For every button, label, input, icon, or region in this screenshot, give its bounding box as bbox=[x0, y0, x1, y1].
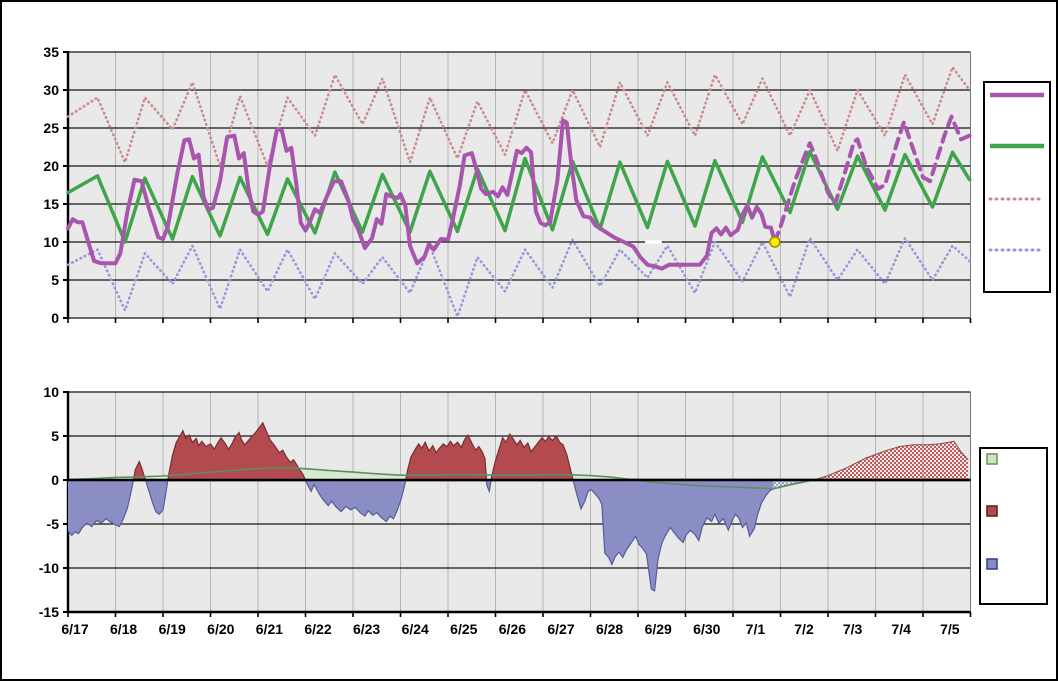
x-axis-label: 6/29 bbox=[645, 621, 672, 637]
x-axis-label: 7/4 bbox=[891, 621, 911, 637]
y-axis-label: 10 bbox=[43, 234, 59, 250]
y-axis-label: 10 bbox=[43, 384, 59, 400]
record-low-temperature-line bbox=[66, 236, 971, 318]
y-axis-label: -5 bbox=[47, 516, 60, 532]
y-axis-label: 15 bbox=[43, 196, 59, 212]
x-axis-label: 7/5 bbox=[940, 621, 960, 637]
y-axis-label: 5 bbox=[51, 428, 59, 444]
departure-legend bbox=[979, 447, 1048, 605]
x-axis-labels: 6/17 6/18 6/19 6/20 6/21 6/22 6/23 6/24 6/25 6/26… bbox=[61, 621, 959, 637]
plot-area bbox=[68, 392, 971, 612]
x-axis-label: 6/27 bbox=[547, 621, 574, 637]
departure-chart: -15 -10 -5 0 5 10 bbox=[39, 384, 972, 620]
x-axis-label: 6/23 bbox=[353, 621, 380, 637]
observed-departure-outline-below bbox=[68, 480, 774, 592]
y-axis-label: -10 bbox=[39, 560, 59, 576]
observed-departure-below-fill bbox=[68, 480, 774, 591]
y-axis-label: 25 bbox=[43, 120, 59, 136]
legend-mean-departure bbox=[986, 453, 998, 465]
x-axis-label: 6/18 bbox=[110, 621, 137, 637]
x-axis-label: 6/28 bbox=[596, 621, 623, 637]
x-axis-label: 6/17 bbox=[61, 621, 88, 637]
y-axis-label: 30 bbox=[43, 82, 59, 98]
x-axis-label: 6/21 bbox=[256, 621, 283, 637]
x-axis-label: 6/24 bbox=[402, 621, 429, 637]
y-axis-label: -15 bbox=[39, 604, 59, 620]
x-axis-label: 6/22 bbox=[304, 621, 331, 637]
y-axis-label: 35 bbox=[43, 44, 59, 60]
y-axis-label: 5 bbox=[51, 272, 59, 288]
x-axis-label: 6/30 bbox=[693, 621, 720, 637]
observed-departure-outline-above bbox=[132, 421, 574, 480]
observed-temperature-line bbox=[66, 118, 777, 271]
mean-departure-line bbox=[67, 466, 814, 490]
temperature-legend bbox=[983, 81, 1051, 293]
forecast-departure-outline-above bbox=[810, 440, 969, 480]
x-axis-label: 7/1 bbox=[746, 621, 766, 637]
x-axis-label: 6/20 bbox=[207, 621, 234, 637]
x-axis-label: 7/3 bbox=[843, 621, 863, 637]
x-axis-label: 6/19 bbox=[159, 621, 186, 637]
gridline-gap-marker bbox=[645, 240, 662, 244]
now-marker bbox=[769, 236, 781, 248]
forecast-temperature-line bbox=[772, 114, 972, 244]
y-axis-label: 0 bbox=[51, 472, 59, 488]
legend-above-normal bbox=[986, 505, 998, 517]
x-axis-label: 6/25 bbox=[450, 621, 477, 637]
legend-below-normal bbox=[986, 558, 998, 570]
temperature-chart: 0 5 10 15 20 25 30 35 bbox=[43, 44, 972, 326]
observed-departure-above-fill bbox=[68, 422, 774, 480]
forecast-departure-above-fill bbox=[773, 441, 969, 480]
x-axis-label: 6/26 bbox=[499, 621, 526, 637]
y-axis-label: 20 bbox=[43, 158, 59, 174]
y-axis-label: 0 bbox=[51, 310, 59, 326]
x-axis-label: 7/2 bbox=[794, 621, 814, 637]
